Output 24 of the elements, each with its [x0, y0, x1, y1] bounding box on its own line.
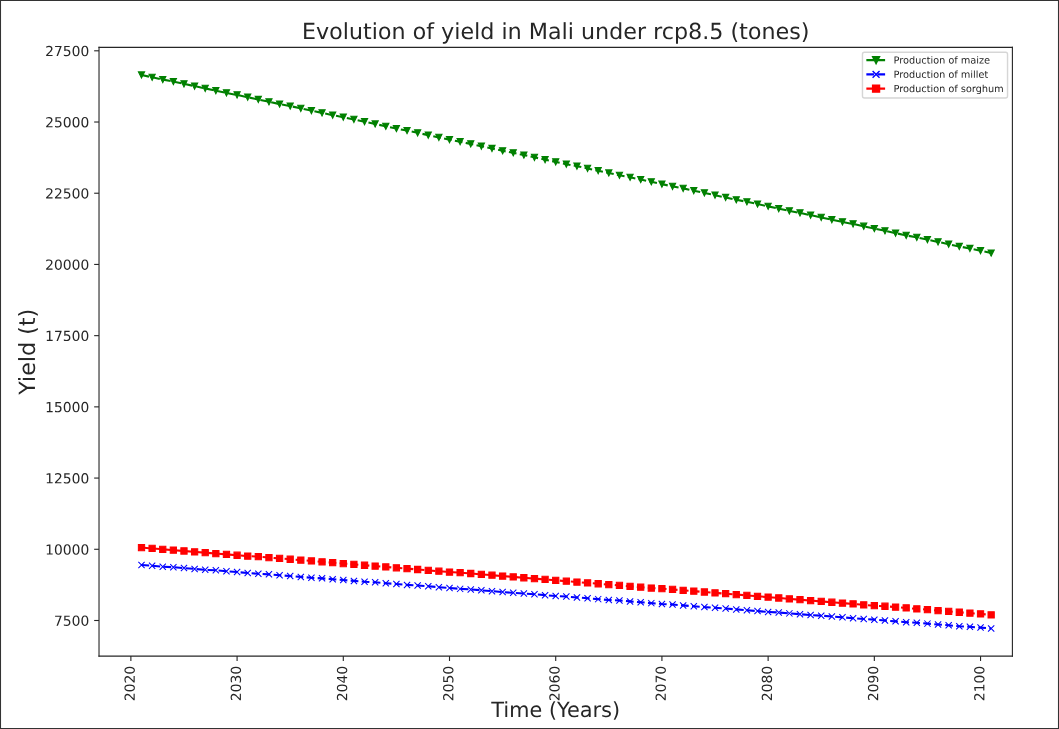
x-tick-label: 2030	[230, 666, 242, 701]
y-tick-label: 25000	[46, 116, 89, 128]
x-tick-label: 2040	[336, 666, 348, 701]
x-tick-label: 2070	[655, 666, 666, 701]
chart-title: Evolution of yield in Mali under rcp8.5 (tones)	[304, 22, 808, 44]
x-tick-label: 2100	[974, 666, 985, 701]
y-tick-label: 17500	[46, 330, 89, 342]
x-tick-label: 2050	[443, 666, 454, 701]
x-tick-label: 2080	[761, 666, 773, 701]
x-axis-title: Time (Years)	[491, 701, 619, 720]
legend-label: Production of sorghum	[894, 84, 1003, 95]
y-axis-title: Yield (t)	[18, 310, 38, 395]
y-tick-label: 20000	[46, 259, 89, 270]
legend-label: Production of millet	[894, 70, 988, 78]
y-tick-label: 10000	[46, 544, 89, 555]
y-tick-label: 22500	[46, 188, 89, 199]
legend-label: Production of maize	[894, 56, 990, 64]
x-tick-label: 2060	[549, 666, 560, 701]
y-tick-label: 12500	[46, 473, 89, 484]
y-tick-label: 27500	[46, 45, 89, 57]
x-tick-label: 2090	[867, 666, 879, 701]
x-tick-label: 2020	[124, 666, 135, 701]
y-tick-label: 7500	[55, 615, 89, 626]
y-tick-label: 15000	[46, 401, 89, 413]
